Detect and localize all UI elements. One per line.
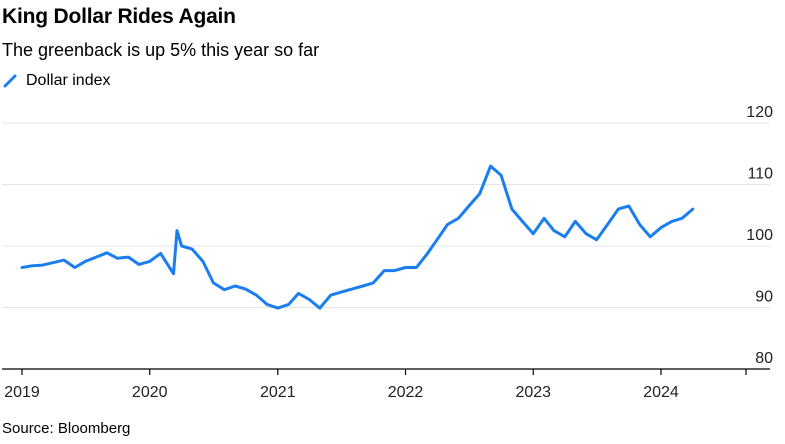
y-tick-label-100: 100 xyxy=(746,227,773,244)
x-tick-label-2019: 2019 xyxy=(4,384,40,401)
y-tick-label-110: 110 xyxy=(747,166,773,183)
x-tick-label-2022: 2022 xyxy=(388,384,424,401)
series-lines xyxy=(20,164,695,310)
y-tick-label-80: 80 xyxy=(755,350,773,367)
x-tick-label-2020: 2020 xyxy=(132,384,168,401)
chart-subtitle: The greenback is up 5% this year so far xyxy=(2,40,320,60)
x-tick-label-2024: 2024 xyxy=(643,384,679,401)
x-axis: 2019 2020 2021 2022 2023 2024 xyxy=(2,368,770,401)
y-tick-label-120: 120 xyxy=(746,104,773,121)
source-note: Source: Bloomberg xyxy=(2,420,131,437)
legend-label: Dollar index xyxy=(26,72,111,89)
x-tick-label-2021: 2021 xyxy=(260,384,296,401)
x-tick-label-2023: 2023 xyxy=(515,384,551,401)
y-axis-tick-labels: 80 90 100 110 120 xyxy=(746,104,773,367)
legend: Dollar index xyxy=(2,72,110,90)
chart-title: King Dollar Rides Again xyxy=(2,5,236,28)
gridlines xyxy=(2,122,770,308)
y-tick-label-90: 90 xyxy=(755,289,773,306)
series-line-0 xyxy=(20,164,695,310)
legend-line-icon xyxy=(3,74,17,88)
